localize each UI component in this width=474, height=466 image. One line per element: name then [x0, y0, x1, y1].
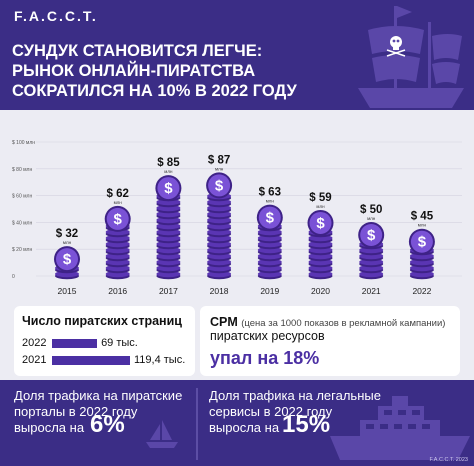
dollar-sign-icon: $: [266, 210, 275, 227]
bar-value-label: $ 32: [56, 228, 78, 240]
bar-unit-label: млн: [367, 216, 376, 221]
x-tick-label: 2021: [362, 286, 381, 296]
dollar-sign-icon: $: [316, 215, 325, 232]
dollar-sign-icon: $: [114, 211, 123, 228]
pages-row-2021: 2021 119,4 тыс.: [22, 354, 192, 367]
bar-unit-label: млн: [266, 199, 275, 204]
bar-value-label: $ 50: [360, 204, 382, 216]
copyright: F.A.C.C.T. 2023: [429, 457, 468, 463]
bar-value-label: $ 63: [259, 187, 281, 199]
x-tick-label: 2022: [412, 286, 431, 296]
bar-unit-label: млн: [63, 240, 72, 245]
x-tick-label: 2015: [58, 286, 77, 296]
bar-unit-label: млн: [316, 204, 325, 209]
bar-value-label: $ 59: [309, 192, 331, 204]
pages-bar: [52, 356, 130, 365]
bar-unit-label: млн: [215, 166, 224, 171]
dollar-coin-face: [208, 174, 231, 197]
cpm-subtitle: пиратских ресурсов: [210, 329, 325, 343]
x-tick-label: 2018: [210, 286, 229, 296]
pages-value: 119,4 тыс.: [134, 354, 186, 366]
y-tick-label: $ 80 млн: [12, 167, 32, 173]
bar-unit-label: млн: [164, 169, 173, 174]
pages-year: 2022: [22, 337, 47, 349]
dollar-coin-face: [410, 230, 433, 253]
x-tick-label: 2016: [108, 286, 127, 296]
pages-title: Число пиратских страниц: [22, 314, 182, 328]
x-tick-label: 2020: [311, 286, 330, 296]
cpm-title: CPM (цена за 1000 показов в рекламной ка…: [210, 315, 445, 329]
pirate-pages-panel: Число пиратских страниц 2022 69 тыс. 202…: [14, 306, 195, 376]
bar-value-label: $ 87: [208, 154, 230, 166]
legal-traffic-line-2: сервисы в 2022 году: [209, 404, 333, 419]
dollar-coin-face: [360, 224, 383, 246]
dollar-sign-icon: $: [215, 177, 224, 194]
pirate-traffic-percent: 6%: [90, 411, 125, 438]
dollar-coin-face: [106, 207, 129, 230]
bar-value-label: $ 45: [411, 211, 434, 223]
y-tick-label: $ 20 млн: [12, 247, 32, 253]
pirate-traffic-line-2: порталы в 2022 году: [14, 404, 138, 419]
bar-value-label: $ 85: [157, 157, 180, 169]
dollar-coin-face: [258, 206, 281, 229]
y-tick-label: $ 40 млн: [12, 220, 32, 226]
bar-value-label: $ 62: [107, 188, 129, 200]
y-tick-label: $ 60 млн: [12, 194, 32, 200]
dollar-coin-face: [56, 248, 78, 271]
cpm-label: CPM: [210, 315, 238, 329]
pages-row-2022: 2022 69 тыс.: [22, 337, 192, 350]
pages-year: 2021: [22, 354, 47, 366]
legal-traffic-percent: 15%: [282, 411, 331, 438]
pages-value: 69 тыс.: [101, 337, 138, 349]
x-tick-label: 2019: [260, 286, 279, 296]
title-line-2: РЫНОК ОНЛАЙН-ПИРАТСТВА: [12, 62, 256, 80]
dollar-coin-face: [157, 177, 180, 200]
pirate-traffic-line-3: выросла на: [14, 420, 85, 435]
dollar-sign-icon: $: [367, 227, 376, 244]
title-line-1: СУНДУК СТАНОВИТСЯ ЛЕГЧЕ:: [12, 42, 263, 60]
legal-traffic-line-1: Доля трафика на легальные: [209, 388, 381, 403]
x-tick-label: 2017: [159, 286, 178, 296]
pirate-traffic-line-1: Доля трафика на пиратские: [14, 388, 183, 403]
legal-traffic-line-3: выросла на: [209, 420, 280, 435]
bar-unit-label: млн: [114, 200, 123, 205]
pirate-ship-icon: [358, 6, 464, 108]
y-tick-label: $ 100 млн: [12, 140, 35, 146]
dollar-sign-icon: $: [164, 180, 173, 197]
y-tick-label: 0: [12, 274, 15, 280]
dollar-sign-icon: $: [418, 234, 427, 251]
traffic-banner: Доля трафика на пиратские порталы в 2022…: [0, 380, 474, 466]
cpm-value: упал на 18%: [210, 348, 320, 368]
pages-bar: [52, 339, 98, 348]
x-axis: 2015 2016 2017 2018 2019 2020 2021 2022: [58, 286, 432, 296]
bar-unit-label: млн: [418, 223, 427, 228]
dollar-sign-icon: $: [63, 251, 72, 268]
header-banner: F.A.C.C.T. СУНДУК СТАНОВИТСЯ ЛЕГЧЕ: РЫНО…: [0, 0, 474, 110]
revenue-chart: $ 100 млн $ 80 млн $ 60 млн $ 40 млн $ 20 мл…: [12, 140, 462, 296]
traffic-background: [0, 380, 474, 466]
facct-logo: F.A.C.C.T.: [14, 8, 98, 24]
title-line-3: СОКРАТИЛСЯ НА 10% В 2022 ГОДУ: [12, 82, 297, 100]
cpm-panel: CPM (цена за 1000 показов в рекламной ка…: [200, 306, 460, 376]
dollar-coin-face: [309, 211, 332, 234]
cpm-note: (цена за 1000 показов в рекламной кампан…: [241, 318, 446, 329]
